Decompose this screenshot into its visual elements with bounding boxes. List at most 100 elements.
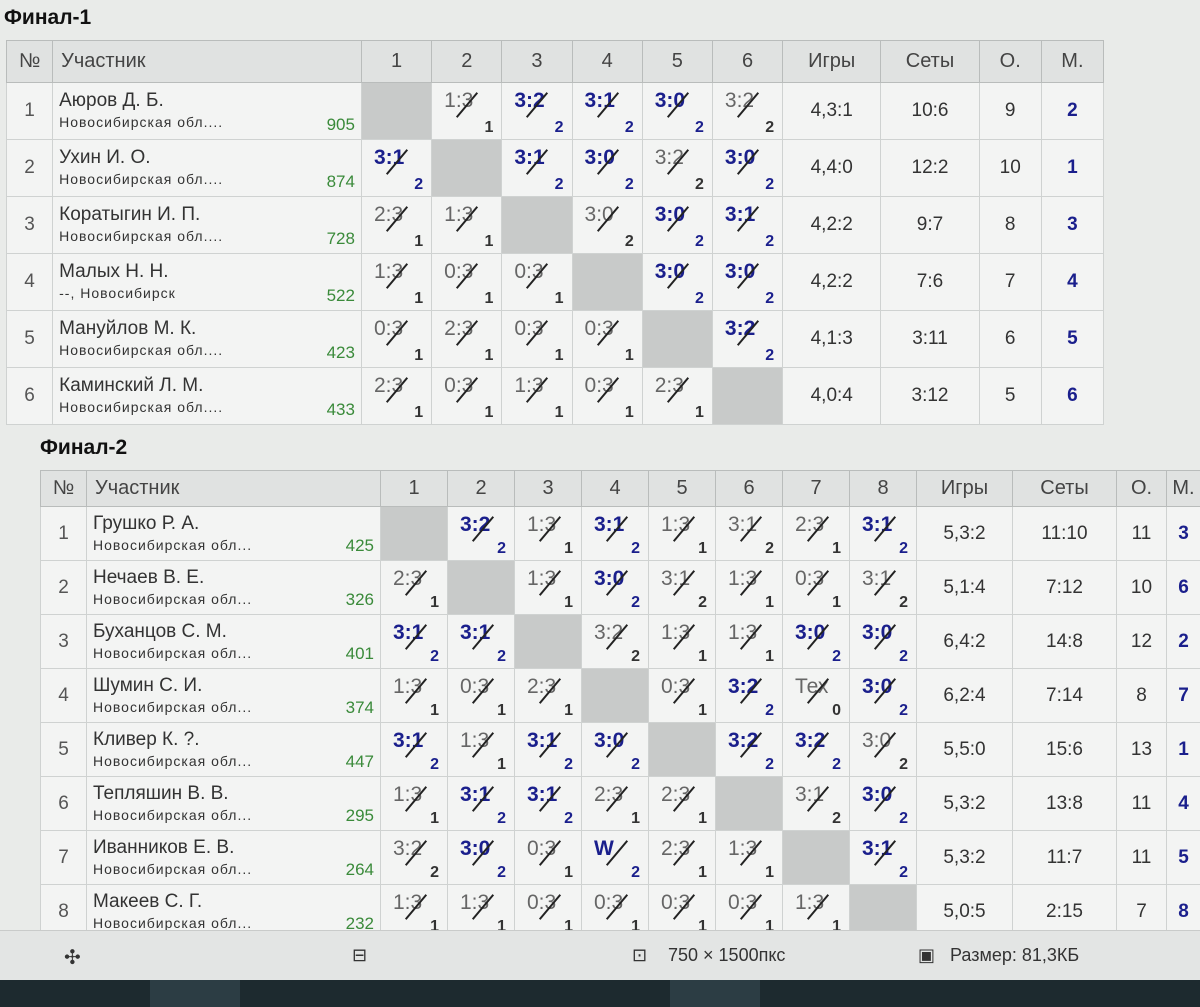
match-score-cell[interactable]: 3:1 2 xyxy=(849,830,917,885)
match-score-cell[interactable]: 1:3 1 xyxy=(514,560,582,615)
match-score-cell[interactable]: 1:3 1 xyxy=(648,614,716,669)
match-score-cell[interactable]: 3:0 2 xyxy=(641,196,713,254)
match-score-cell[interactable]: 0:3 1 xyxy=(431,253,503,311)
match-score-cell[interactable]: 2:3 1 xyxy=(360,367,433,425)
match-score-cell[interactable]: 0:3 1 xyxy=(648,668,716,723)
match-score-cell[interactable]: 3:1 2 xyxy=(360,139,433,197)
match-score-cell[interactable]: 0:3 1 xyxy=(782,560,850,615)
match-score-cell[interactable]: 3:2 2 xyxy=(380,830,448,885)
match-score-cell[interactable]: 0:3 1 xyxy=(514,884,582,939)
match-score-cell[interactable]: 3:1 2 xyxy=(571,82,643,140)
fit-icon[interactable]: ⊟ xyxy=(352,945,368,965)
match-score-cell[interactable]: 1:3 1 xyxy=(715,560,783,615)
match-score-cell[interactable]: 3:0 2 xyxy=(849,722,917,777)
match-score-cell[interactable]: 3:2 2 xyxy=(715,722,783,777)
match-score-cell[interactable]: 3:0 2 xyxy=(447,830,515,885)
match-score-cell[interactable]: 2:3 1 xyxy=(648,776,716,831)
participant-cell[interactable]: Буханцов С. М. Новосибирская обл... 401 xyxy=(86,614,381,669)
participant-cell[interactable]: Каминский Л. М. Новосибирская обл.... 433 xyxy=(52,367,362,425)
match-score-cell[interactable]: 3:1 2 xyxy=(782,776,850,831)
match-score-cell[interactable]: 3:1 2 xyxy=(501,139,573,197)
match-score-cell[interactable]: 3:0 2 xyxy=(711,253,784,311)
match-score-cell[interactable]: 0:3 1 xyxy=(648,884,716,939)
match-score-cell[interactable]: 3:2 2 xyxy=(711,310,784,368)
match-score-cell[interactable]: 3:1 2 xyxy=(447,614,515,669)
participant-cell[interactable]: Ухин И. О. Новосибирская обл.... 874 xyxy=(52,139,362,197)
match-score-cell[interactable]: 1:3 1 xyxy=(380,668,448,723)
match-score-cell[interactable]: 3:0 2 xyxy=(571,196,643,254)
match-score-cell[interactable]: 3:0 2 xyxy=(711,139,784,197)
match-score-cell[interactable]: 3:2 2 xyxy=(447,506,515,561)
match-score-cell[interactable]: 2:3 1 xyxy=(431,310,503,368)
match-score-cell[interactable]: 0:3 1 xyxy=(501,310,573,368)
taskbar-button[interactable] xyxy=(150,980,240,1007)
match-score-cell[interactable]: 0:3 1 xyxy=(571,367,643,425)
participant-cell[interactable]: Мануйлов М. К. Новосибирская обл.... 423 xyxy=(52,310,362,368)
match-score-cell[interactable]: 1:3 1 xyxy=(715,614,783,669)
match-score-cell[interactable]: 1:3 1 xyxy=(431,82,503,140)
match-score-cell[interactable]: 3:2 2 xyxy=(715,668,783,723)
participant-cell[interactable]: Грушко Р. А. Новосибирская обл... 425 xyxy=(86,506,381,561)
participant-cell[interactable]: Тепляшин В. В. Новосибирская обл... 295 xyxy=(86,776,381,831)
match-score-cell[interactable]: 3:0 2 xyxy=(849,776,917,831)
match-score-cell[interactable]: 0:3 1 xyxy=(571,310,643,368)
match-score-cell[interactable]: 3:0 2 xyxy=(849,668,917,723)
match-score-cell[interactable]: 2:3 1 xyxy=(514,668,582,723)
match-score-cell[interactable]: 1:3 1 xyxy=(782,884,850,939)
participant-cell[interactable]: Шумин С. И. Новосибирская обл... 374 xyxy=(86,668,381,723)
match-score-cell[interactable]: 2:3 1 xyxy=(380,560,448,615)
match-score-cell[interactable]: 2:3 1 xyxy=(641,367,713,425)
participant-cell[interactable]: Кливер К. ?. Новосибирская обл... 447 xyxy=(86,722,381,777)
match-score-cell[interactable]: 3:2 2 xyxy=(641,139,713,197)
match-score-cell[interactable]: 1:3 1 xyxy=(447,722,515,777)
match-score-cell[interactable]: 3:2 2 xyxy=(501,82,573,140)
match-score-cell[interactable]: 3:2 2 xyxy=(581,614,649,669)
match-score-cell[interactable]: 1:3 1 xyxy=(501,367,573,425)
match-score-cell[interactable]: 3:2 2 xyxy=(711,82,784,140)
match-score-cell[interactable]: 3:0 2 xyxy=(782,614,850,669)
match-score-cell[interactable]: 1:3 1 xyxy=(715,830,783,885)
participant-cell[interactable]: Аюров Д. Б. Новосибирская обл.... 905 xyxy=(52,82,362,140)
match-score-cell[interactable]: 3:1 2 xyxy=(380,722,448,777)
match-score-cell[interactable]: 0:3 1 xyxy=(360,310,433,368)
participant-cell[interactable]: Коратыгин И. П. Новосибирская обл.... 728 xyxy=(52,196,362,254)
match-score-cell[interactable]: 2:3 1 xyxy=(581,776,649,831)
match-score-cell[interactable]: 3:1 2 xyxy=(447,776,515,831)
match-score-cell[interactable]: Тех 0 xyxy=(782,668,850,723)
match-score-cell[interactable]: 1:3 1 xyxy=(514,506,582,561)
participant-cell[interactable]: Иванников Е. В. Новосибирская обл... 264 xyxy=(86,830,381,885)
match-score-cell[interactable]: 3:1 2 xyxy=(648,560,716,615)
match-score-cell[interactable]: 3:1 2 xyxy=(711,196,784,254)
match-score-cell[interactable]: 1:3 1 xyxy=(648,506,716,561)
match-score-cell[interactable]: 0:3 1 xyxy=(501,253,573,311)
match-score-cell[interactable]: 0:3 1 xyxy=(431,367,503,425)
participant-cell[interactable]: Макеев С. Г. Новосибирская обл... 232 xyxy=(86,884,381,939)
match-score-cell[interactable]: 3:0 2 xyxy=(849,614,917,669)
match-score-cell[interactable]: 3:1 2 xyxy=(380,614,448,669)
match-score-cell[interactable]: 3:0 2 xyxy=(571,139,643,197)
match-score-cell[interactable]: 2:3 1 xyxy=(648,830,716,885)
match-score-cell[interactable]: 0:3 1 xyxy=(581,884,649,939)
match-score-cell[interactable]: 3:0 2 xyxy=(581,722,649,777)
match-score-cell[interactable]: 1:3 1 xyxy=(380,776,448,831)
match-score-cell[interactable]: 3:0 2 xyxy=(581,560,649,615)
match-score-cell[interactable]: 3:1 2 xyxy=(849,560,917,615)
match-score-cell[interactable]: 1:3 1 xyxy=(360,253,433,311)
participant-cell[interactable]: Малых Н. Н. --, Новосибирск 522 xyxy=(52,253,362,311)
match-score-cell[interactable]: 3:0 2 xyxy=(641,82,713,140)
taskbar-button[interactable] xyxy=(670,980,760,1007)
participant-cell[interactable]: Нечаев В. Е. Новосибирская обл... 326 xyxy=(86,560,381,615)
match-score-cell[interactable]: 3:1 2 xyxy=(849,506,917,561)
match-score-cell[interactable]: 2:3 1 xyxy=(360,196,433,254)
move-icon[interactable]: ✣ xyxy=(64,947,81,969)
match-score-cell[interactable]: 3:1 2 xyxy=(514,776,582,831)
match-score-cell[interactable]: 3:1 2 xyxy=(715,506,783,561)
match-score-cell[interactable]: 3:2 2 xyxy=(782,722,850,777)
match-score-cell[interactable]: 3:1 2 xyxy=(581,506,649,561)
match-score-cell[interactable]: 1:3 1 xyxy=(431,196,503,254)
match-score-cell[interactable]: 3:0 2 xyxy=(641,253,713,311)
match-score-cell[interactable]: 0:3 1 xyxy=(514,830,582,885)
match-score-cell[interactable]: 0:3 1 xyxy=(447,668,515,723)
match-score-cell[interactable]: 3:1 2 xyxy=(514,722,582,777)
